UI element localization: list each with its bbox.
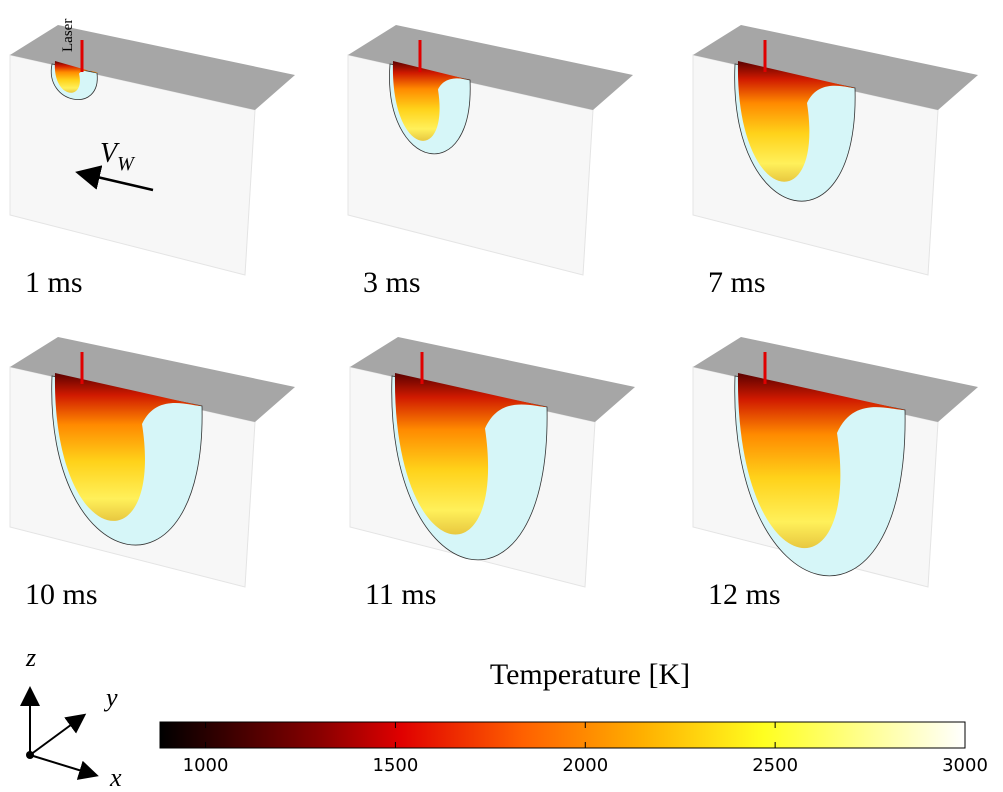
time-label: 1 ms bbox=[25, 266, 83, 299]
z-label: z bbox=[25, 643, 36, 672]
panel: 12 ms bbox=[693, 337, 978, 611]
panels: 1 ms 3 ms 7 ms 10 ms 11 ms 12 ms bbox=[10, 25, 978, 611]
colorbar-tick-label: 1500 bbox=[373, 755, 419, 776]
time-label: 3 ms bbox=[363, 266, 421, 299]
panel: 3 ms bbox=[348, 25, 633, 299]
velocity-subscript: W bbox=[117, 153, 136, 175]
time-label: 11 ms bbox=[365, 578, 436, 611]
page: 1 ms3 ms7 ms10 ms11 ms12 ms Laser VW z y… bbox=[0, 0, 1003, 792]
y-arrow bbox=[30, 716, 83, 755]
time-label: 12 ms bbox=[708, 578, 781, 611]
colorbar-tick-label: 2500 bbox=[752, 755, 798, 776]
time-label: 10 ms bbox=[25, 578, 98, 611]
y-label: y bbox=[103, 683, 118, 712]
colorbar-tick-label: 1000 bbox=[183, 755, 229, 776]
colorbar bbox=[160, 722, 965, 748]
colorbar-title: Temperature [K] bbox=[490, 658, 690, 691]
panel: 1 ms bbox=[10, 25, 295, 299]
x-arrow bbox=[30, 755, 95, 775]
colorbar-tick-label: 3000 bbox=[942, 755, 988, 776]
x-label: x bbox=[109, 763, 122, 792]
panel: 11 ms bbox=[350, 337, 635, 611]
panel: 7 ms bbox=[693, 25, 978, 299]
figure: 1 ms3 ms7 ms10 ms11 ms12 ms Laser VW z y… bbox=[0, 0, 1003, 792]
laser-label: Laser bbox=[60, 19, 76, 52]
axis-triad: z y x bbox=[25, 643, 122, 792]
origin bbox=[26, 751, 34, 759]
colorbar-tick-label: 2000 bbox=[562, 755, 608, 776]
time-label: 7 ms bbox=[708, 266, 766, 299]
panel: 10 ms bbox=[10, 337, 295, 611]
